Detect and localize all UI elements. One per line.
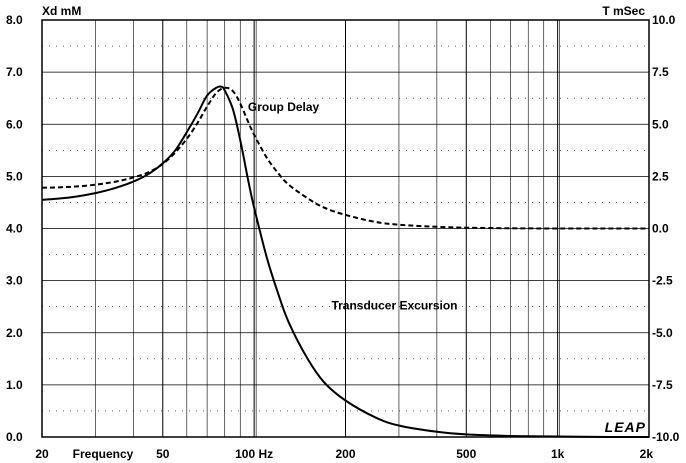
leap-logo: LEAP bbox=[605, 419, 646, 435]
y-right-tick-labels: -10.0 -7.5 -5.0 -2.5 0.0 2.5 5.0 7.5 10.0 bbox=[652, 13, 680, 444]
x-tick-label: 20 bbox=[35, 447, 49, 461]
y-right-tick-label: 0.0 bbox=[652, 222, 669, 236]
x-axis-label: Frequency bbox=[73, 447, 134, 461]
series-layer bbox=[41, 85, 650, 439]
series-line-transducer-excursion bbox=[41, 85, 650, 439]
y-right-tick-label: -7.5 bbox=[652, 378, 673, 392]
y-left-tick-label: 0.0 bbox=[6, 430, 23, 444]
y-right-tick-label: -2.5 bbox=[652, 274, 673, 288]
y-left-axis-label: Xd mM bbox=[42, 4, 81, 18]
x-tick-label: 500 bbox=[456, 447, 476, 461]
y-left-tick-label: 1.0 bbox=[6, 378, 23, 392]
y-right-tick-label: -5.0 bbox=[652, 326, 673, 340]
x-tick-label: 100 Hz bbox=[235, 447, 273, 461]
y-left-tick-labels: 0.0 1.0 2.0 3.0 4.0 5.0 6.0 7.0 8.0 bbox=[6, 13, 23, 444]
series-line-group-delay bbox=[41, 86, 649, 230]
y-right-tick-label: 2.5 bbox=[652, 169, 669, 183]
y-right-tick-label: 7.5 bbox=[652, 65, 669, 79]
y-left-tick-label: 4.0 bbox=[6, 222, 23, 236]
y-right-tick-label: 10.0 bbox=[652, 13, 676, 27]
y-left-tick-label: 7.0 bbox=[6, 65, 23, 79]
y-left-tick-label: 3.0 bbox=[6, 274, 23, 288]
annotation-transducer-excursion: Transducer Excursion bbox=[331, 298, 457, 312]
grid-major bbox=[41, 20, 650, 437]
x-tick-label: 200 bbox=[335, 447, 355, 461]
x-tick-label: 50 bbox=[156, 447, 170, 461]
y-right-tick-label: 5.0 bbox=[652, 117, 669, 131]
y-left-tick-label: 2.0 bbox=[6, 326, 23, 340]
x-tick-label: 1k bbox=[551, 447, 565, 461]
x-tick-label: 2k bbox=[640, 447, 654, 461]
y-right-axis-label: T mSec bbox=[602, 4, 645, 18]
y-right-tick-label: -10.0 bbox=[652, 430, 680, 444]
x-tick-labels: 20 50 100 Hz 200 500 1k 2k bbox=[35, 447, 653, 461]
y-left-tick-label: 6.0 bbox=[6, 117, 23, 131]
y-left-tick-label: 5.0 bbox=[6, 169, 23, 183]
y-left-tick-label: 8.0 bbox=[6, 13, 23, 27]
annotation-group-delay: Group Delay bbox=[248, 100, 320, 114]
